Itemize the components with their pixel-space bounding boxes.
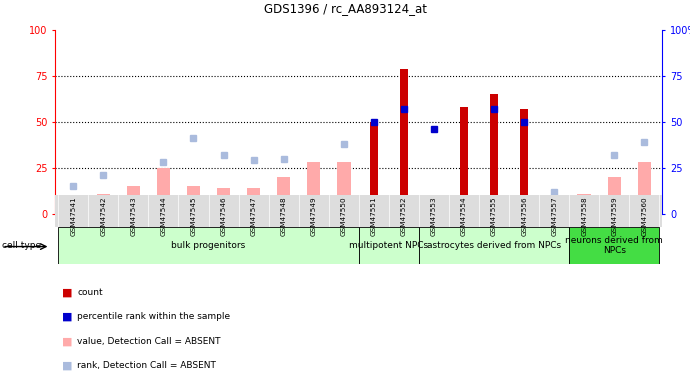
Text: GSM47552: GSM47552 [401, 196, 407, 236]
Bar [97, 194, 110, 214]
Text: value, Detection Call = ABSENT: value, Detection Call = ABSENT [77, 337, 221, 346]
Text: GSM47549: GSM47549 [310, 196, 317, 236]
Bar [58, 227, 359, 264]
Bar [370, 122, 377, 214]
Bar [277, 177, 290, 214]
Text: GSM47544: GSM47544 [160, 196, 166, 236]
Text: GSM47558: GSM47558 [581, 196, 587, 236]
Bar [520, 109, 528, 214]
Text: neurons derived from
NPCs: neurons derived from NPCs [565, 236, 663, 255]
Bar [217, 188, 230, 214]
Text: ■: ■ [62, 336, 72, 346]
Text: GSM47548: GSM47548 [281, 196, 286, 236]
Text: GSM47543: GSM47543 [130, 196, 137, 236]
Text: bulk progenitors: bulk progenitors [171, 241, 246, 250]
Text: GSM47542: GSM47542 [100, 196, 106, 236]
Text: GDS1396 / rc_AA893124_at: GDS1396 / rc_AA893124_at [264, 2, 426, 15]
Bar [638, 162, 651, 214]
Bar [419, 227, 569, 264]
Bar [607, 177, 621, 214]
Text: GSM47546: GSM47546 [221, 196, 226, 236]
Text: GSM47559: GSM47559 [611, 196, 618, 236]
Text: GSM47541: GSM47541 [70, 196, 76, 236]
Bar [157, 168, 170, 214]
Bar [569, 227, 660, 264]
Text: rank, Detection Call = ABSENT: rank, Detection Call = ABSENT [77, 361, 216, 370]
Bar [307, 162, 320, 214]
Bar [491, 94, 497, 214]
Bar [247, 188, 260, 214]
Bar [126, 186, 140, 214]
Text: astrocytes derived from NPCs: astrocytes derived from NPCs [427, 241, 561, 250]
Text: GSM47556: GSM47556 [521, 196, 527, 236]
Bar [359, 227, 419, 264]
Bar [460, 107, 468, 214]
Text: GSM47547: GSM47547 [250, 196, 257, 236]
Text: count: count [77, 288, 103, 297]
Text: percentile rank within the sample: percentile rank within the sample [77, 312, 230, 321]
Bar [66, 201, 80, 214]
Text: multipotent NPCs: multipotent NPCs [349, 241, 428, 250]
Text: ■: ■ [62, 312, 72, 322]
Text: GSM47557: GSM47557 [551, 196, 558, 236]
Bar [400, 69, 408, 214]
Bar [187, 186, 200, 214]
Text: GSM47554: GSM47554 [461, 196, 467, 236]
Text: ■: ■ [62, 288, 72, 297]
Text: GSM47553: GSM47553 [431, 196, 437, 236]
Bar [337, 162, 351, 214]
Text: ■: ■ [62, 361, 72, 370]
Bar [578, 194, 591, 214]
Text: GSM47545: GSM47545 [190, 196, 197, 236]
Text: GSM47555: GSM47555 [491, 196, 497, 236]
Text: cell type: cell type [2, 241, 41, 250]
Text: GSM47551: GSM47551 [371, 196, 377, 236]
Bar [547, 205, 561, 214]
Text: GSM47550: GSM47550 [341, 196, 347, 236]
Text: GSM47560: GSM47560 [642, 196, 647, 236]
